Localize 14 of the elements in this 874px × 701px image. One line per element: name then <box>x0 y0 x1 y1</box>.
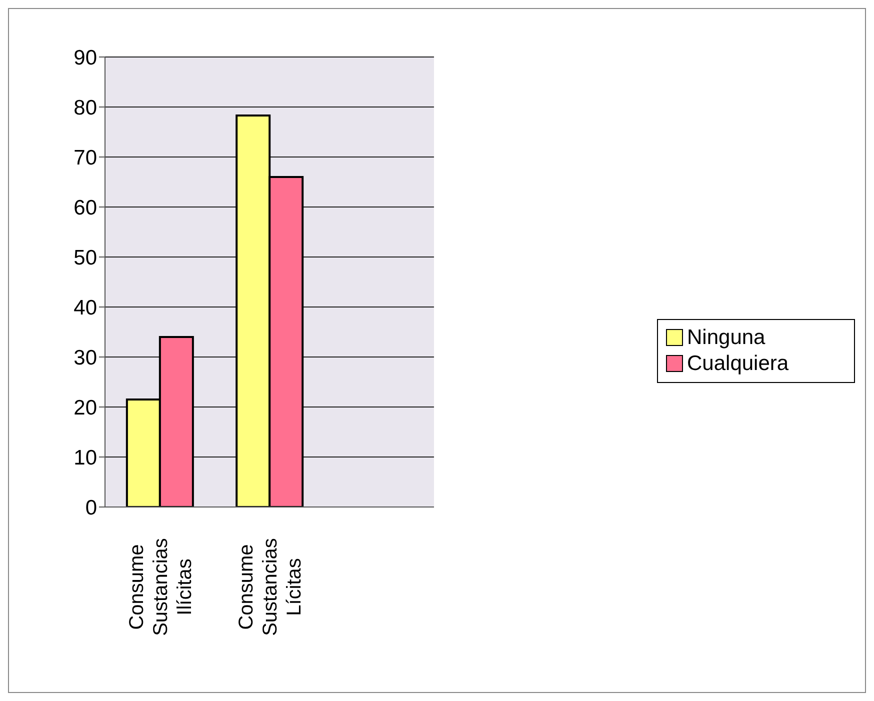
x-tick-label: Consume Sustancias Lícitas <box>236 538 306 636</box>
legend-label: Ninguna <box>687 326 766 350</box>
x-tick-label: Consume Sustancias Ilícitas <box>126 538 196 636</box>
y-tick-label: 40 <box>74 296 97 320</box>
y-tick-label: 60 <box>74 196 97 220</box>
y-tick-label: 0 <box>85 496 97 520</box>
y-tick-label: 20 <box>74 396 97 420</box>
y-tick-label: 70 <box>74 146 97 170</box>
y-tick-label: 90 <box>74 46 97 70</box>
y-tick-label: 50 <box>74 246 97 270</box>
y-tick-label: 80 <box>74 96 97 120</box>
y-tick-label: 30 <box>74 346 97 370</box>
legend-label: Cualquiera <box>687 352 789 376</box>
y-tick-label: 10 <box>74 446 97 470</box>
